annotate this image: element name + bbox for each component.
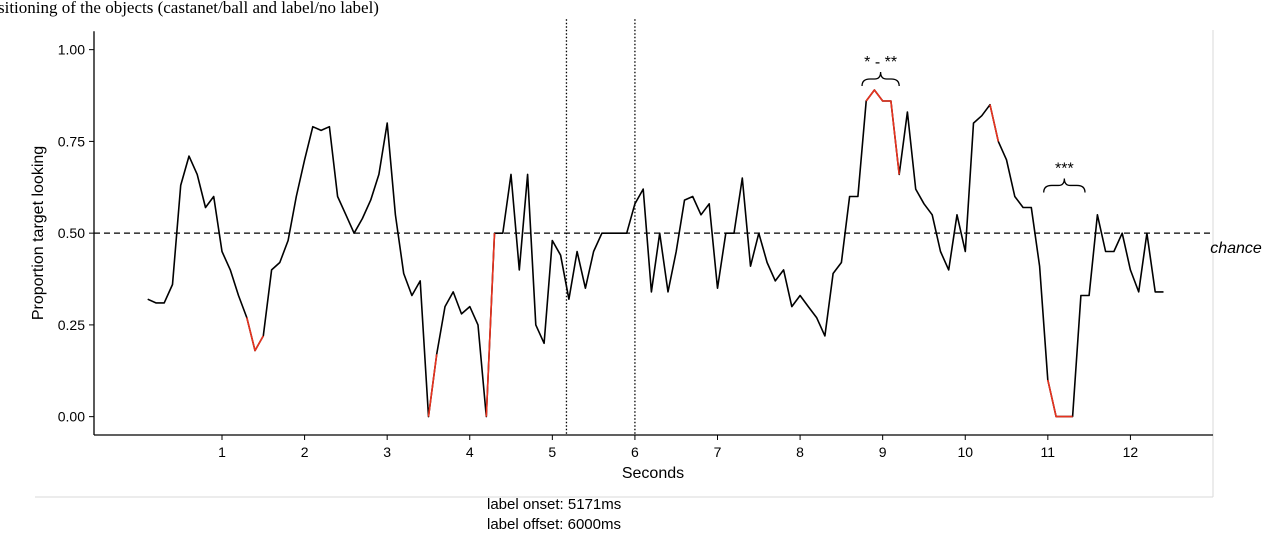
chart-title: sitioning of the objects (castanet/ball … (0, 0, 379, 17)
x-tick-label: 9 (879, 444, 887, 460)
x-tick-label: 5 (548, 444, 556, 460)
x-tick-label: 11 (1041, 444, 1056, 460)
significance-bracket (1043, 178, 1086, 193)
significance-label: * - ** (864, 54, 897, 71)
y-tick-label: 0.75 (58, 133, 85, 149)
y-tick-label: 0.25 (58, 317, 85, 333)
note: label offset: 6000ms (487, 516, 621, 533)
y-tick-label: 1.00 (58, 42, 85, 58)
significance-label: *** (1055, 160, 1074, 177)
y-tick-label: 0.50 (58, 225, 85, 241)
x-tick-label: 7 (714, 444, 722, 460)
x-tick-label: 12 (1123, 444, 1139, 460)
data-line (147, 89, 1164, 418)
note: label onset: 5171ms (487, 496, 621, 513)
chance-label: chance (1210, 240, 1262, 257)
x-tick-label: 4 (466, 444, 474, 460)
x-tick-label: 6 (631, 444, 639, 460)
x-tick-label: 2 (301, 444, 309, 460)
x-tick-label: 3 (383, 444, 391, 460)
x-tick-label: 8 (796, 444, 804, 460)
x-tick-label: 10 (957, 444, 973, 460)
y-axis-label: Proportion target looking (30, 146, 47, 320)
y-tick-label: 0.00 (58, 409, 85, 425)
data-line (246, 89, 1073, 418)
significance-bracket (861, 71, 900, 87)
x-tick-label: 1 (218, 444, 226, 460)
x-axis-label: Seconds (622, 465, 684, 482)
